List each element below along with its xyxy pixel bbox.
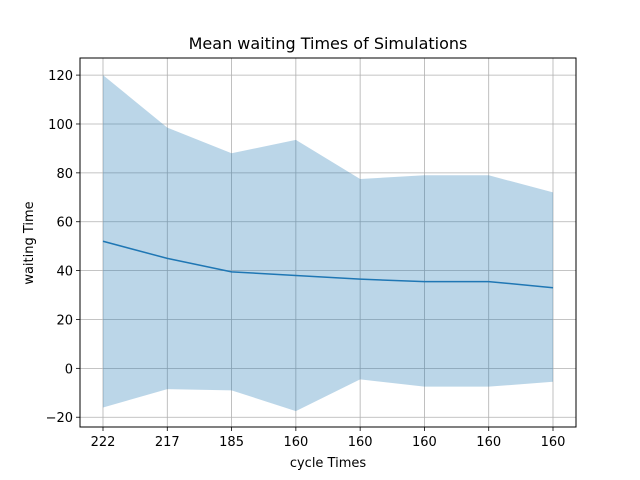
- x-tick-label: 160: [541, 435, 566, 450]
- y-tick-label: 100: [48, 118, 73, 133]
- confidence-band: [103, 75, 553, 412]
- y-tick-label: 40: [56, 265, 73, 280]
- confidence-bands: [103, 75, 553, 412]
- y-ticks: −20 0 20 40 60 80 100 120: [46, 69, 80, 426]
- y-axis-label: waiting Time: [22, 201, 37, 284]
- series-lines: [102, 240, 554, 289]
- x-tick-label: 222: [91, 435, 116, 450]
- chart-title: Mean waiting Times of Simulations: [189, 34, 468, 53]
- plot-frame: [79, 57, 577, 428]
- x-tick-label: 160: [348, 435, 373, 450]
- y-tick-label: 0: [65, 362, 73, 377]
- y-tick-label: 80: [56, 167, 73, 182]
- x-tick-label: 160: [412, 435, 437, 450]
- x-tick-label: 160: [283, 435, 308, 450]
- y-tick-label: 20: [56, 313, 73, 328]
- x-ticks: 222 217 185 160 160 160 160 160: [91, 427, 566, 450]
- x-tick-label: 217: [155, 435, 180, 450]
- mean-line: [102, 240, 554, 289]
- y-tick-label: 60: [56, 216, 73, 231]
- x-axis-label: cycle Times: [290, 456, 367, 471]
- x-tick-label: 185: [219, 435, 244, 450]
- x-tick-label: 160: [476, 435, 501, 450]
- y-tick-label: 120: [48, 69, 73, 84]
- grid: [80, 58, 576, 427]
- y-tick-label: −20: [46, 411, 73, 426]
